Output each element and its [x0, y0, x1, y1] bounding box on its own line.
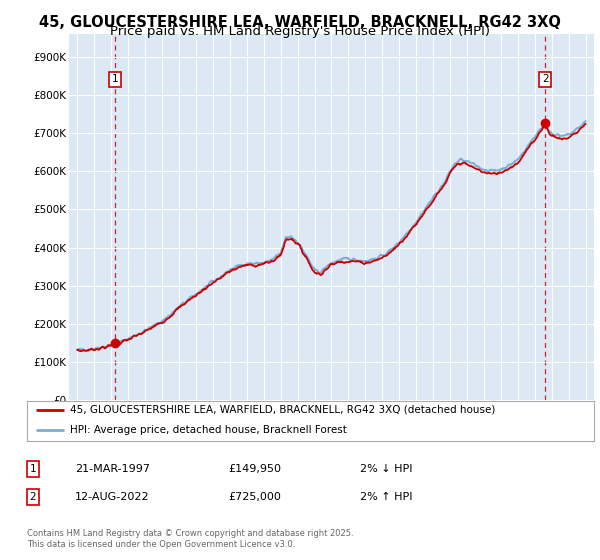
Text: Price paid vs. HM Land Registry's House Price Index (HPI): Price paid vs. HM Land Registry's House … — [110, 25, 490, 38]
Text: £149,950: £149,950 — [228, 464, 281, 474]
Text: 45, GLOUCESTERSHIRE LEA, WARFIELD, BRACKNELL, RG42 3XQ (detached house): 45, GLOUCESTERSHIRE LEA, WARFIELD, BRACK… — [70, 405, 495, 415]
Text: 2% ↑ HPI: 2% ↑ HPI — [360, 492, 413, 502]
Text: 2% ↓ HPI: 2% ↓ HPI — [360, 464, 413, 474]
Text: 45, GLOUCESTERSHIRE LEA, WARFIELD, BRACKNELL, RG42 3XQ: 45, GLOUCESTERSHIRE LEA, WARFIELD, BRACK… — [39, 15, 561, 30]
Text: 12-AUG-2022: 12-AUG-2022 — [75, 492, 149, 502]
Text: 2: 2 — [542, 74, 548, 85]
Text: 1: 1 — [112, 74, 118, 85]
Text: 2: 2 — [29, 492, 37, 502]
Text: Contains HM Land Registry data © Crown copyright and database right 2025.
This d: Contains HM Land Registry data © Crown c… — [27, 529, 353, 549]
Text: £725,000: £725,000 — [228, 492, 281, 502]
Text: 21-MAR-1997: 21-MAR-1997 — [75, 464, 150, 474]
Text: HPI: Average price, detached house, Bracknell Forest: HPI: Average price, detached house, Brac… — [70, 425, 346, 435]
Text: 1: 1 — [29, 464, 37, 474]
